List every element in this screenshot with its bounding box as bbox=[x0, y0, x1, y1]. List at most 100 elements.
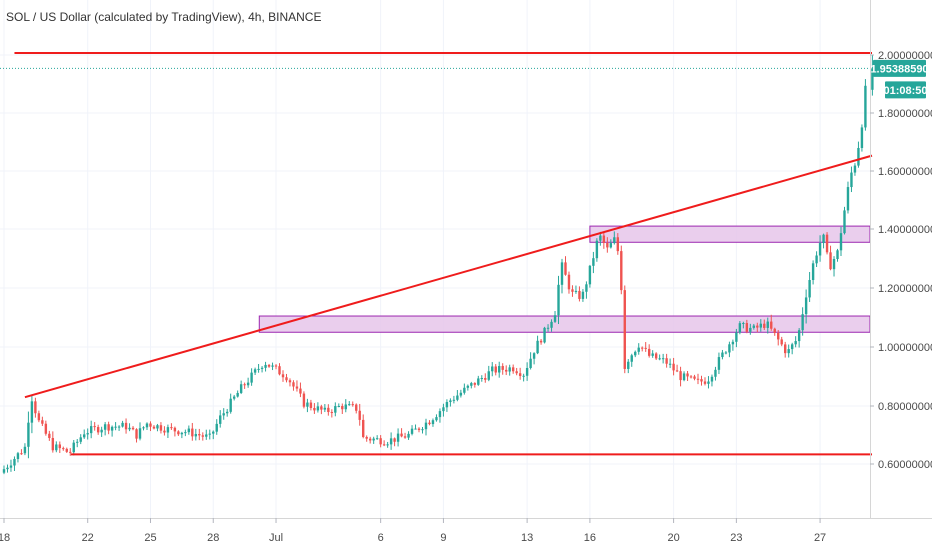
candle-body bbox=[825, 234, 829, 253]
candle-body bbox=[117, 426, 121, 428]
candle-body bbox=[804, 297, 808, 315]
trendlines bbox=[14, 51, 873, 456]
candle-body bbox=[864, 85, 867, 128]
candle-body bbox=[839, 233, 843, 251]
candle-body bbox=[738, 323, 742, 333]
chart-title: SOL / US Dollar (calculated by TradingVi… bbox=[6, 10, 321, 24]
x-tick-label: 23 bbox=[730, 532, 742, 544]
candle-body bbox=[355, 404, 358, 411]
candle-body bbox=[696, 378, 700, 380]
candle-body bbox=[501, 366, 504, 370]
candle-body bbox=[522, 375, 525, 377]
candle-body bbox=[829, 252, 832, 270]
candle-body bbox=[351, 404, 354, 406]
candle-body bbox=[184, 432, 187, 434]
candle-body bbox=[634, 351, 637, 356]
candle-body bbox=[452, 399, 456, 401]
candle-body bbox=[578, 290, 581, 299]
candle-body bbox=[2, 469, 6, 473]
candle-body bbox=[682, 373, 686, 381]
candle-body bbox=[832, 259, 836, 270]
candle-body bbox=[473, 383, 477, 385]
candle-body bbox=[264, 364, 267, 368]
candle-body bbox=[567, 274, 571, 290]
candle-body bbox=[86, 433, 89, 435]
candle-body bbox=[96, 427, 100, 433]
lower-zone bbox=[258, 315, 871, 333]
candle-body bbox=[253, 369, 257, 373]
candle-body bbox=[846, 187, 850, 211]
candle-body bbox=[546, 327, 550, 329]
candle-body bbox=[173, 427, 177, 432]
candle-body bbox=[37, 413, 41, 421]
candle-body bbox=[55, 444, 58, 451]
price-axis[interactable]: 0.60000000 0.80000000 1.00000000 1.20000000… bbox=[870, 50, 932, 471]
candle-body bbox=[463, 387, 466, 393]
candle-body bbox=[564, 262, 567, 275]
candle-body bbox=[630, 355, 633, 362]
candle-body bbox=[815, 255, 818, 264]
time-axis[interactable]: 18 22 25 28 Jul 6 9 13 16 20 23 27 bbox=[0, 518, 826, 544]
candle-body bbox=[431, 420, 435, 425]
candle-body bbox=[243, 384, 246, 386]
x-tick-label: 6 bbox=[378, 532, 384, 544]
candle-body bbox=[836, 250, 839, 260]
candle-body bbox=[131, 427, 135, 430]
candle-body bbox=[620, 251, 623, 291]
candle-body bbox=[107, 424, 110, 431]
candle-body bbox=[159, 425, 163, 431]
candle-body bbox=[302, 393, 306, 407]
candle-body bbox=[794, 341, 797, 345]
candle-body bbox=[110, 426, 114, 431]
candle-body bbox=[386, 444, 389, 446]
candle-body bbox=[138, 428, 142, 439]
candle-body bbox=[442, 407, 445, 412]
candle-body bbox=[226, 411, 229, 414]
candle-body bbox=[724, 352, 728, 354]
candle-body bbox=[637, 347, 640, 352]
y-tick-label: 2.00000000 bbox=[878, 50, 932, 62]
candle-body bbox=[616, 237, 619, 252]
candle-body bbox=[759, 323, 762, 328]
candle-body bbox=[379, 438, 382, 445]
candle-body bbox=[219, 415, 222, 424]
candle-body bbox=[358, 410, 361, 420]
rising-resistance-line bbox=[24, 154, 873, 399]
candle-body bbox=[491, 366, 494, 372]
candle-body bbox=[770, 321, 773, 329]
candle-body bbox=[58, 444, 61, 449]
candle-body bbox=[707, 381, 710, 384]
candle-body bbox=[498, 366, 501, 373]
candle-body bbox=[177, 431, 180, 435]
candle-body bbox=[320, 406, 323, 410]
x-tick-label: 18 bbox=[0, 532, 10, 544]
y-tick-label: 1.40000000 bbox=[878, 224, 932, 236]
x-tick-label: 16 bbox=[584, 532, 596, 544]
candle-body bbox=[710, 376, 714, 382]
candle-body bbox=[784, 344, 787, 354]
candle-body bbox=[752, 325, 756, 328]
candle-body bbox=[76, 441, 79, 443]
candle-body bbox=[777, 332, 780, 340]
candle-body bbox=[658, 358, 661, 360]
candle-body bbox=[278, 366, 281, 375]
candle-body bbox=[560, 262, 564, 285]
candle-body bbox=[557, 284, 560, 316]
candle-body bbox=[166, 427, 170, 433]
candle-body bbox=[205, 434, 208, 437]
candle-body bbox=[731, 341, 735, 345]
candle-body bbox=[295, 386, 299, 389]
candle-body bbox=[250, 372, 253, 383]
candle-body bbox=[505, 369, 508, 372]
candle-body bbox=[41, 420, 44, 424]
candle-body bbox=[281, 374, 285, 378]
candle-body bbox=[424, 422, 428, 430]
candle-body bbox=[330, 412, 334, 414]
candle-body bbox=[145, 423, 149, 428]
y-tick-label: 1.00000000 bbox=[878, 342, 932, 354]
x-tick-label: 22 bbox=[82, 532, 94, 544]
x-tick-label: Jul bbox=[269, 532, 283, 544]
candle-body bbox=[449, 400, 452, 403]
y-tick-label: 1.60000000 bbox=[878, 166, 932, 178]
